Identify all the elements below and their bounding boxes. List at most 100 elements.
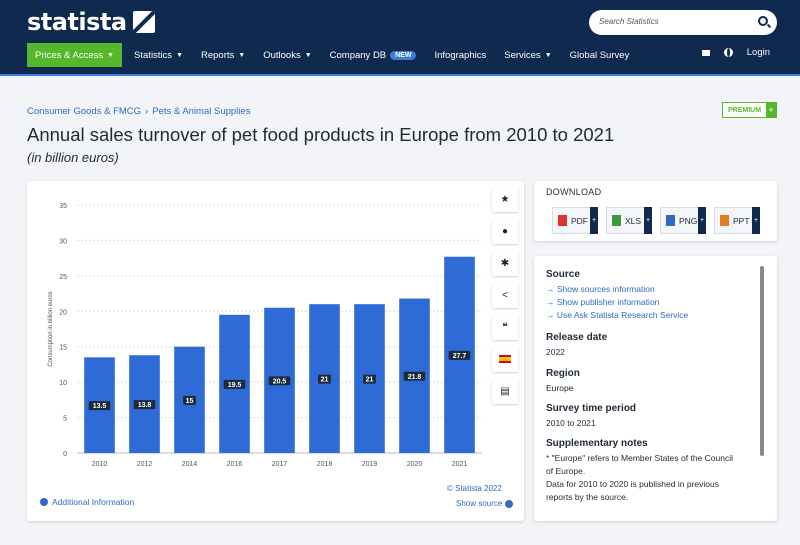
nav-global-survey[interactable]: Global Survey	[570, 50, 630, 61]
notification-bell-icon[interactable]: ●	[492, 218, 518, 244]
cite-quote-icon[interactable]: ❝	[492, 314, 518, 340]
x-tick-label: 2016	[227, 461, 243, 468]
download-ppt-button[interactable]: PPT +	[714, 207, 760, 234]
plus-icon: +	[644, 207, 652, 234]
y-tick-label: 25	[59, 274, 67, 281]
note-line: reports by the source.	[546, 492, 629, 502]
plus-icon: +	[698, 207, 706, 234]
info-icon	[505, 499, 514, 508]
x-tick-label: 2021	[452, 461, 468, 468]
ppt-file-icon	[720, 215, 729, 226]
data-label: 21.8	[408, 374, 422, 381]
source-card	[534, 256, 777, 521]
nav-global-survey-label: Global Survey	[569, 49, 630, 61]
additional-info-label: Additional Information	[52, 497, 135, 507]
nav-prices-access[interactable]: Prices & Access ▼	[27, 43, 123, 67]
search-input[interactable]: Search Statistics	[589, 10, 777, 35]
flag-graphic	[499, 355, 511, 363]
breadcrumb: Consumer Goods & FMCG › Pets & Animal Su…	[27, 106, 250, 117]
release-section: Release date 2022	[546, 332, 607, 359]
nav-reports[interactable]: Reports ▼	[201, 50, 245, 61]
chevron-down-icon: ▼	[238, 51, 246, 59]
note-line: of Europe.	[546, 466, 586, 476]
settings-gear-icon[interactable]: ✱	[492, 250, 518, 276]
data-label: 20.5	[273, 378, 287, 385]
nav-prices-label: Prices & Access	[35, 49, 104, 61]
show-source-link[interactable]: Show source	[456, 499, 514, 508]
breadcrumb-consumer-goods[interactable]: Consumer Goods & FMCG	[27, 106, 142, 117]
nav-outlooks[interactable]: Outlooks ▼	[263, 50, 311, 61]
show-publisher-label: Show publisher information	[556, 297, 660, 307]
download-png-button[interactable]: PNG +	[660, 207, 706, 234]
png-label: PNG	[679, 215, 698, 226]
ask-statista-link[interactable]: → Use Ask Statista Research Service	[546, 310, 689, 320]
scrollbar[interactable]	[760, 266, 764, 456]
download-buttons: PDF + XLS + PNG + PPT +	[552, 207, 760, 234]
nav-company-db[interactable]: Company DB NEW	[330, 50, 417, 61]
nav-outlooks-label: Outlooks	[263, 49, 301, 61]
data-label-bg	[448, 350, 471, 360]
additional-info-link[interactable]: Additional Information	[40, 497, 134, 507]
header-divider	[0, 74, 800, 76]
y-tick-label: 5	[63, 416, 67, 423]
data-label: 15	[186, 398, 194, 405]
y-tick-label: 15	[59, 345, 67, 352]
region-heading: Region	[546, 368, 580, 379]
plus-icon: +	[766, 103, 777, 117]
data-label: 13.5	[93, 403, 107, 410]
logo-text: statista	[27, 8, 127, 36]
copyright-text[interactable]: © Statista 2022	[447, 484, 502, 493]
favorite-star-icon[interactable]: ★	[492, 186, 518, 212]
show-sources-link[interactable]: → Show sources information	[546, 284, 655, 294]
x-tick-label: 2020	[407, 461, 423, 468]
data-label-bg	[268, 376, 291, 386]
data-label-bg	[183, 395, 196, 405]
search-icon[interactable]	[758, 16, 768, 26]
show-publisher-link[interactable]: → Show publisher information	[546, 297, 660, 307]
data-label: 27.7	[453, 353, 467, 360]
nav-statistics[interactable]: Statistics ▼	[134, 50, 183, 61]
data-label-bg	[88, 401, 111, 411]
main-nav: Prices & Access ▼ Statistics ▼ Reports ▼ Ou…	[27, 43, 647, 67]
pdf-label: PDF	[571, 215, 588, 226]
xls-label: XLS	[625, 215, 642, 226]
region-section: Region Europe	[546, 368, 580, 395]
breadcrumb-pets[interactable]: Pets & Animal Supplies	[152, 106, 251, 117]
download-xls-button[interactable]: XLS +	[606, 207, 652, 234]
page-subtitle: (in billion euros)	[27, 150, 119, 165]
globe-icon[interactable]	[723, 48, 733, 57]
note-line: * "Europe" refers to Member States of th…	[546, 453, 733, 463]
premium-badge[interactable]: PREMIUM +	[722, 102, 778, 118]
data-label: 21	[366, 377, 374, 384]
print-icon[interactable]: ▤	[492, 378, 518, 404]
show-source-label: Show source	[456, 499, 503, 508]
nav-services[interactable]: Services ▼	[504, 50, 551, 61]
mail-icon[interactable]	[701, 49, 710, 56]
data-label-bg	[223, 379, 246, 389]
data-label: 19.5	[228, 382, 242, 389]
chevron-down-icon: ▼	[544, 51, 552, 59]
note-line: Data for 2010 to 2020 is published in pr…	[546, 479, 719, 489]
new-badge: NEW	[390, 50, 417, 60]
chevron-down-icon: ▼	[107, 51, 115, 59]
share-icon[interactable]: <	[492, 282, 518, 308]
y-tick-label: 30	[59, 238, 67, 245]
period-section: Survey time period 2010 to 2021	[546, 403, 636, 430]
nav-infographics[interactable]: Infographics	[434, 50, 486, 61]
y-tick-label: 20	[59, 309, 67, 316]
nav-companydb-label: Company DB	[329, 49, 387, 61]
spain-flag-icon[interactable]	[492, 346, 518, 372]
period-heading: Survey time period	[546, 403, 637, 414]
logo-mark-icon	[132, 11, 155, 33]
x-tick-label: 2017	[272, 461, 288, 468]
ppt-label: PPT	[733, 215, 750, 226]
search-placeholder: Search Statistics	[599, 17, 659, 26]
release-value: 2022	[546, 347, 565, 357]
premium-label: PREMIUM	[728, 106, 762, 114]
statista-logo[interactable]: statista	[27, 8, 155, 36]
nav-statistics-label: Statistics	[134, 49, 173, 61]
download-pdf-button[interactable]: PDF +	[552, 207, 598, 234]
data-label-bg	[403, 371, 426, 381]
region-value: Europe	[546, 383, 574, 393]
login-link[interactable]: Login	[746, 47, 770, 58]
